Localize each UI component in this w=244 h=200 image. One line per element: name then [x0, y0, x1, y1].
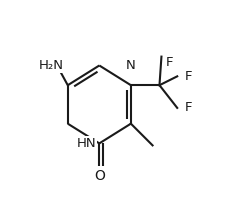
Text: O: O — [94, 169, 105, 183]
Text: F: F — [185, 70, 193, 83]
Text: HN: HN — [77, 137, 96, 150]
Text: H₂N: H₂N — [39, 59, 64, 72]
Text: F: F — [165, 56, 173, 69]
Text: F: F — [185, 101, 193, 114]
Text: N: N — [126, 59, 136, 72]
